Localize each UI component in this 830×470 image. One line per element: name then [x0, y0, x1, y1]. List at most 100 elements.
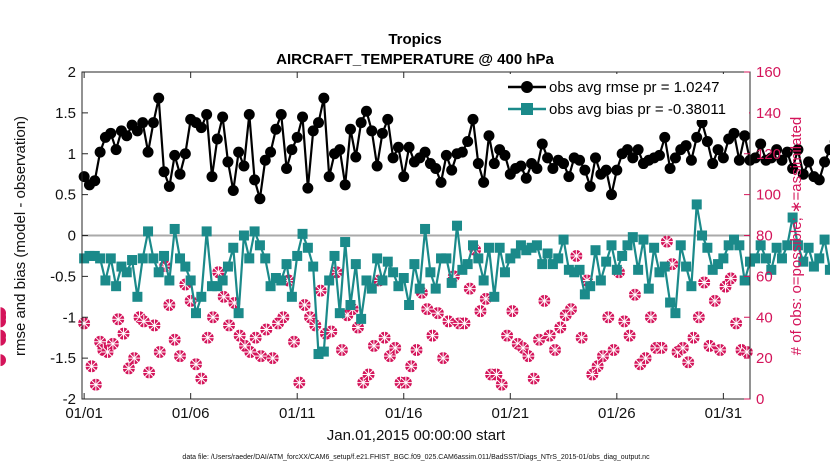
- bias-point: [201, 226, 212, 237]
- bias-point: [558, 234, 569, 245]
- obs-count-star-stroke: [90, 379, 101, 390]
- bias-point: [292, 250, 303, 261]
- bias-point: [308, 261, 319, 272]
- bias-point: [569, 267, 580, 278]
- rmse-point: [94, 146, 106, 158]
- rmse-point: [153, 92, 165, 104]
- rmse-point: [813, 174, 825, 186]
- rmse-point: [611, 164, 623, 176]
- bias-point: [89, 250, 100, 261]
- bias-point: [553, 253, 564, 264]
- obs-count-point: [521, 349, 535, 363]
- obs-count-star-stroke: [154, 347, 165, 357]
- obs-count-star-stroke: [475, 306, 486, 317]
- obs-count-star-stroke: [113, 314, 124, 325]
- bias-point: [297, 228, 308, 239]
- obs-count-star-stroke: [337, 344, 347, 355]
- obs-count-point: [404, 359, 418, 373]
- bias-point: [436, 253, 447, 264]
- bias-point: [713, 259, 724, 270]
- obs-count-star-stroke: [352, 322, 363, 333]
- obs-count-point: [420, 302, 434, 316]
- obs-count-point: [489, 367, 503, 381]
- bias-point: [824, 264, 830, 275]
- bias-point: [766, 264, 777, 275]
- obs-count-star-stroke: [129, 353, 140, 364]
- bias-point: [111, 281, 122, 292]
- y-tick-label-right: 0: [756, 391, 764, 408]
- rmse-point: [286, 144, 298, 156]
- obs-count-point: [217, 290, 231, 304]
- bias-point: [633, 264, 644, 275]
- bias-point: [132, 291, 143, 302]
- obs-count-point: [426, 329, 440, 343]
- y-tick-label-right: 80: [756, 228, 773, 245]
- bias-point: [707, 264, 718, 275]
- bias-point: [681, 261, 692, 272]
- y-tick-label-right: 120: [756, 146, 781, 163]
- bias-point: [313, 349, 324, 360]
- obs-count-point: [473, 304, 487, 318]
- rmse-point: [717, 152, 729, 164]
- bias-point: [228, 242, 239, 253]
- bias-point: [702, 242, 713, 253]
- obs-count-star-stroke: [512, 338, 523, 349]
- obs-count-star-stroke: [496, 379, 507, 390]
- obs-count-point: [697, 276, 711, 290]
- obs-count-point: [303, 310, 317, 324]
- obs-count-star-stroke: [523, 351, 534, 362]
- obs-count-star-stroke: [379, 332, 390, 343]
- x-tick-label: 01/01: [65, 405, 103, 422]
- obs-count-star-stroke: [107, 338, 118, 349]
- obs-count-point: [548, 343, 562, 357]
- legend-rmse-marker: [521, 81, 533, 93]
- bias-point: [617, 250, 628, 261]
- obs-count-star-stroke: [539, 295, 550, 306]
- rmse-point: [211, 133, 223, 145]
- rmse-point: [371, 160, 383, 172]
- rmse-point: [483, 130, 495, 142]
- rmse-point: [201, 109, 213, 121]
- bias-point: [686, 281, 697, 292]
- bias-point: [585, 281, 596, 292]
- rmse-point: [435, 176, 447, 188]
- bias-point: [270, 273, 281, 284]
- obs-count-star-stroke: [550, 344, 560, 355]
- bias-point: [377, 275, 388, 286]
- bias-point: [691, 199, 702, 210]
- obs-count-point: [117, 327, 131, 341]
- rmse-point: [270, 123, 282, 135]
- obs-count-star-stroke: [629, 289, 640, 300]
- bias-point: [654, 267, 665, 278]
- bias-point: [350, 259, 361, 270]
- obs-count-point: [137, 314, 151, 328]
- rmse-point: [297, 111, 309, 123]
- rmse-point: [227, 185, 239, 197]
- rmse-point: [233, 146, 245, 158]
- rmse-point: [249, 174, 261, 186]
- rmse-point: [520, 172, 532, 184]
- obs-count-point: [436, 351, 450, 365]
- rmse-point: [680, 140, 692, 152]
- data-file-footnote: data file: /Users/raeder/DAI/ATM_forcXX/…: [182, 454, 650, 461]
- obs-count-point: [601, 310, 615, 324]
- obs-count-point: [607, 343, 621, 357]
- obs-count-star-stroke: [427, 330, 438, 341]
- bias-point: [734, 240, 745, 251]
- rmse-point: [302, 182, 314, 194]
- obs-count-point: [233, 329, 247, 343]
- rmse-point: [131, 125, 143, 137]
- bias-point: [462, 259, 473, 270]
- rmse-point: [462, 135, 474, 147]
- bias-point: [190, 308, 201, 319]
- bias-point: [175, 253, 186, 264]
- obs-count-point: [147, 318, 161, 332]
- rmse-point: [797, 168, 809, 180]
- bias-point: [776, 253, 787, 264]
- obs-count-star-stroke: [169, 334, 180, 345]
- bias-point: [345, 299, 356, 310]
- rmse-point: [78, 171, 90, 183]
- obs-count-star-stroke: [245, 347, 256, 357]
- rmse-point: [158, 166, 170, 178]
